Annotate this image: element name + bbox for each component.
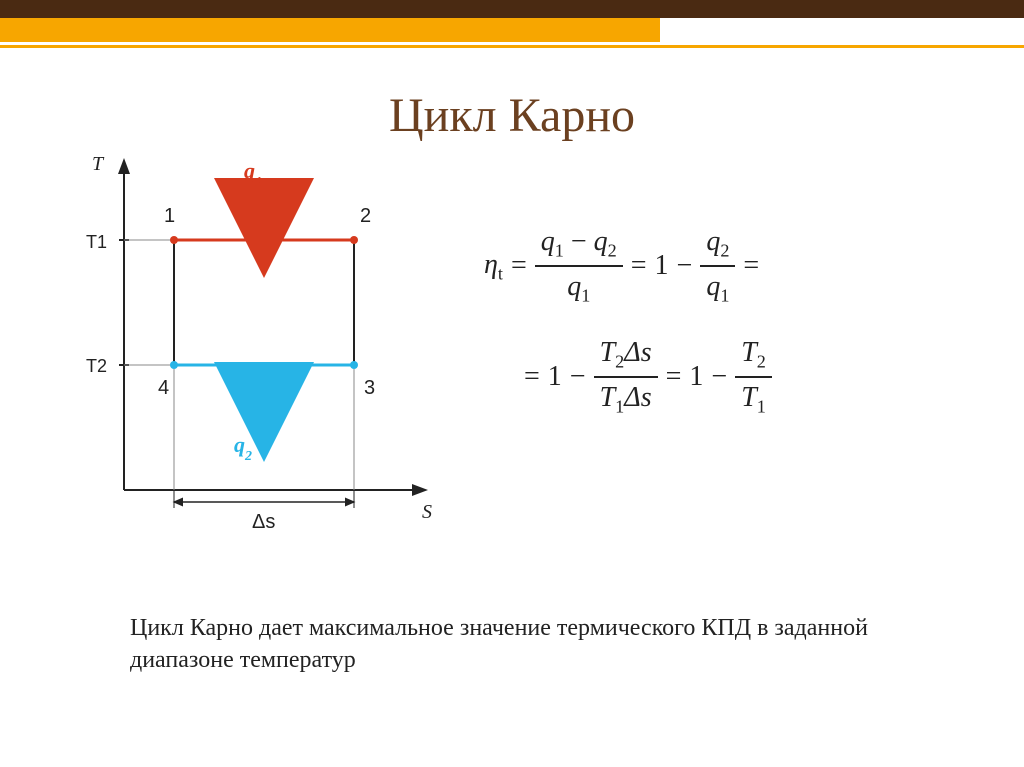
frac-q2-q1: q2 q1 (700, 225, 735, 308)
eq-sign-3: = (743, 250, 759, 282)
eq-sign: = (511, 250, 527, 282)
delta-s-label: Δs (252, 511, 275, 533)
point-3-label: 3 (364, 377, 375, 399)
efficiency-formula: ηt = q1 − q2 q1 = 1 − q2 q1 = = 1 − T2Δs… (480, 225, 1000, 447)
frac-t2ds-t1ds: T2Δs T1Δs (594, 336, 658, 419)
label-q2: q2 (234, 432, 252, 464)
tick-t1-label: T1 (86, 232, 107, 252)
one-1: 1 (655, 250, 669, 282)
frac-t2-t1: T2 T1 (735, 336, 772, 419)
frac-q1-q2: q1 − q2 q1 (535, 225, 623, 308)
tick-t2-label: T2 (86, 356, 107, 376)
ts-diagram: T S T1 T2 1 2 3 4 q1 (64, 150, 444, 520)
point-4 (170, 361, 178, 369)
minus-2: − (570, 361, 586, 393)
eq-sign-2: = (631, 250, 647, 282)
formula-line-1: ηt = q1 − q2 q1 = 1 − q2 q1 = (480, 225, 1000, 308)
point-1 (170, 236, 178, 244)
eq-sign-4: = (524, 361, 540, 393)
ts-diagram-svg: T S T1 T2 1 2 3 4 q1 (64, 150, 444, 530)
point-2 (350, 236, 358, 244)
accent-bar (0, 18, 660, 42)
point-2-label: 2 (360, 205, 371, 227)
minus-3: − (711, 361, 727, 393)
eq-sign-5: = (666, 361, 682, 393)
one-2: 1 (548, 361, 562, 393)
formula-line-2: = 1 − T2Δs T1Δs = 1 − T2 T1 (480, 336, 1000, 419)
point-1-label: 1 (164, 205, 175, 227)
one-3: 1 (689, 361, 703, 393)
eta-symbol: ηt (484, 249, 503, 285)
point-3 (350, 361, 358, 369)
top-band (0, 0, 1024, 18)
label-q1: q1 (244, 158, 262, 190)
point-4-label: 4 (158, 377, 169, 399)
minus-1: − (677, 250, 693, 282)
slide-caption: Цикл Карно дает максимальное значение те… (130, 612, 890, 677)
y-axis-label: T (92, 153, 105, 175)
x-axis-label: S (422, 501, 432, 523)
slide-title: Цикл Карно (0, 88, 1024, 143)
accent-rule (0, 45, 1024, 48)
